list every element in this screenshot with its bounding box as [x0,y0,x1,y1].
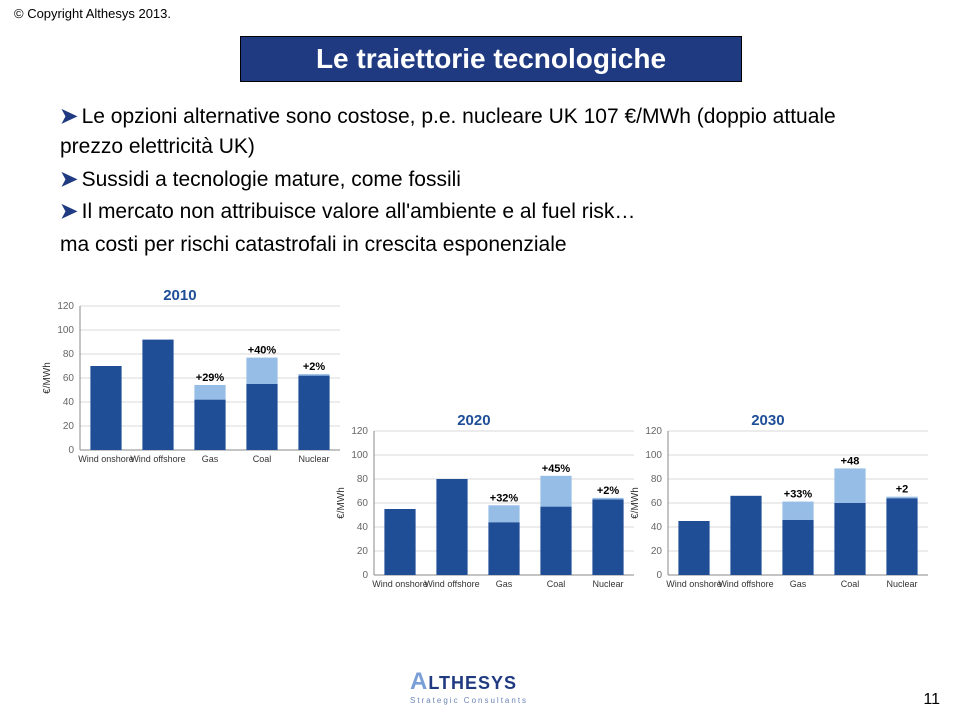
svg-text:60: 60 [651,498,663,509]
svg-text:100: 100 [645,450,662,461]
svg-text:Nuclear: Nuclear [298,454,329,464]
svg-text:120: 120 [645,426,662,437]
svg-text:+2: +2 [896,484,909,496]
bullet-line: ➤Il mercato non attribuisce valore all'a… [60,197,900,227]
svg-text:100: 100 [57,325,74,336]
svg-text:€/MWh: €/MWh [42,362,53,394]
svg-text:+48: +48 [841,455,860,467]
svg-text:Wind offshore: Wind offshore [424,579,479,589]
svg-text:+40%: +40% [248,345,277,357]
svg-text:20: 20 [357,546,369,557]
copyright-text: © Copyright Althesys 2013. [14,6,171,21]
page-title: Le traiettorie tecnologiche [316,43,666,74]
svg-text:Wind offshore: Wind offshore [718,579,773,589]
svg-text:40: 40 [357,522,369,533]
svg-text:Wind offshore: Wind offshore [130,454,185,464]
svg-text:2010: 2010 [163,287,196,304]
svg-text:120: 120 [57,301,74,312]
logo: ALTHESYS Strategic Consultants [410,668,528,705]
svg-text:Nuclear: Nuclear [886,579,917,589]
svg-text:Coal: Coal [253,454,272,464]
svg-text:+33%: +33% [784,489,813,501]
svg-text:Wind onshore: Wind onshore [666,579,722,589]
svg-text:Gas: Gas [790,579,807,589]
bullet-line: ➤Sussidi a tecnologie mature, come fossi… [60,165,900,195]
svg-text:0: 0 [68,445,74,456]
bullet-arrow-icon: ➤ [60,168,78,191]
svg-text:0: 0 [362,570,368,581]
title-box: Le traiettorie tecnologiche [240,36,742,82]
svg-text:2030: 2030 [751,412,784,429]
bullet-line: ➤Le opzioni alternative sono costose, p.… [60,102,900,163]
logo-brand: LTHESYS [428,673,517,693]
svg-text:+2%: +2% [303,361,326,373]
svg-text:Wind onshore: Wind onshore [78,454,134,464]
logo-a: A [410,668,428,695]
bullet-arrow-icon: ➤ [60,200,78,223]
page: © Copyright Althesys 2013. Le traiettori… [0,0,960,717]
svg-text:Nuclear: Nuclear [592,579,623,589]
svg-text:Coal: Coal [841,579,860,589]
chart-2030: 0 20 40 60 80 100 120 €/MWh 2030 Wind onshoreWind… [624,405,934,605]
svg-text:20: 20 [651,546,663,557]
svg-text:40: 40 [63,397,75,408]
svg-text:60: 60 [357,498,369,509]
svg-text:+45%: +45% [542,463,571,475]
svg-text:60: 60 [63,373,75,384]
svg-text:€/MWh: €/MWh [336,487,347,519]
svg-text:80: 80 [63,349,75,360]
svg-text:+2%: +2% [597,485,620,497]
svg-text:20: 20 [63,421,75,432]
bullet-line: ma costi per rischi catastrofali in cres… [60,230,900,260]
bullet-text: Le opzioni alternative sono costose, p.e… [60,105,836,158]
page-number: 11 [923,691,940,709]
bullet-text: ma costi per rischi catastrofali in cres… [60,233,567,256]
svg-text:+32%: +32% [490,492,519,504]
logo-strap: Strategic Consultants [410,696,528,705]
bullet-list: ➤Le opzioni alternative sono costose, p.… [60,100,900,262]
svg-text:120: 120 [351,426,368,437]
svg-text:Gas: Gas [202,454,219,464]
bullet-text: Il mercato non attribuisce valore all'am… [82,200,636,223]
svg-text:2020: 2020 [457,412,490,429]
svg-text:Coal: Coal [547,579,566,589]
svg-text:Wind onshore: Wind onshore [372,579,428,589]
svg-text:40: 40 [651,522,663,533]
svg-text:Gas: Gas [496,579,513,589]
svg-text:0: 0 [656,570,662,581]
svg-text:+29%: +29% [196,372,225,384]
chart-2010: 0 20 40 60 80 100 120 €/MWh 2010 Wind onshoreWind… [36,280,346,480]
chart-2020: 0 20 40 60 80 100 120 €/MWh 2020 Wind onshoreWind… [330,405,640,605]
bullet-arrow-icon: ➤ [60,105,78,128]
svg-text:80: 80 [651,474,663,485]
bullet-text: Sussidi a tecnologie mature, come fossil… [82,168,461,191]
svg-text:80: 80 [357,474,369,485]
svg-text:€/MWh: €/MWh [630,487,641,519]
svg-text:100: 100 [351,450,368,461]
